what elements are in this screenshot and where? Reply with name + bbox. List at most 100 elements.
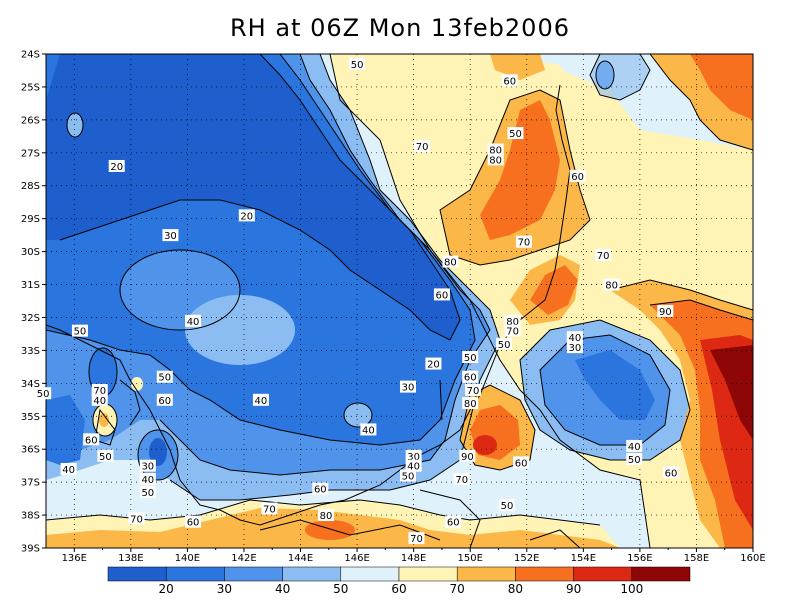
contour-label: 90 [659, 307, 672, 318]
contour-label-bg [657, 304, 674, 317]
contour-label-bg [433, 288, 450, 301]
contour-label-bg [425, 357, 442, 370]
contour-label-bg [185, 314, 202, 327]
contour-label: 60 [314, 485, 327, 496]
contour-label-bg [252, 393, 269, 406]
contour-label: 60 [464, 373, 477, 384]
contour-label: 40 [255, 396, 268, 407]
contour-label-bg [405, 459, 422, 472]
y-tick-label: 34S [21, 379, 40, 390]
contour-lines [46, 54, 753, 548]
contour-label-bg [83, 433, 100, 446]
contour-label-bg [91, 393, 108, 406]
x-tick-label: 152E [514, 553, 539, 564]
contour-label: 90 [461, 452, 474, 463]
x-tick-label: 140E [175, 553, 200, 564]
contour-label-bg [603, 278, 620, 291]
contour-label-bg [128, 512, 145, 525]
legend-swatch [631, 566, 691, 582]
contour-label-bg [238, 209, 255, 222]
y-tick-label: 33S [21, 346, 40, 357]
contour-label-bg [139, 486, 156, 499]
y-tick-label: 37S [21, 478, 40, 489]
legend-label: 80 [508, 582, 523, 596]
axis-ticks: 136E 138E 140E 142E 144E 146E 148E 150E 152E 154E… [21, 50, 766, 565]
contour-label-bg [595, 248, 612, 261]
y-tick-label: 36S [21, 445, 40, 456]
contour-label: 60 [436, 290, 449, 301]
legend-swatch [515, 566, 574, 582]
contour-label: 30 [407, 452, 420, 463]
contour-label-bg [71, 324, 88, 337]
contour-label: 80 [320, 511, 333, 522]
contour-label: 70 [467, 386, 480, 397]
contour-label: 20 [240, 211, 253, 222]
y-tick-label: 25S [21, 82, 40, 93]
y-tick-label: 35S [21, 412, 40, 423]
legend-swatch [107, 566, 167, 582]
contour-label: 50 [501, 501, 514, 512]
legend-label: 30 [217, 582, 232, 596]
contour-label-bg [462, 370, 479, 383]
contour-label: 50 [74, 327, 87, 338]
contour-label-bg [261, 502, 278, 515]
contour-label: 50 [464, 353, 477, 364]
contour-label-bg [185, 515, 202, 528]
contour-label: 50 [509, 129, 522, 140]
legend-swatch [165, 566, 225, 582]
contour-label: 70 [506, 327, 519, 338]
x-tick-label: 136E [62, 553, 87, 564]
legend-label: 60 [391, 582, 406, 596]
contour-label-bg [97, 449, 114, 462]
contour-label: 70 [410, 534, 423, 545]
contour-label: 80 [489, 146, 502, 157]
contour-label-bg [91, 383, 108, 396]
contour-label-bg [459, 449, 476, 462]
contour-label-bg [501, 74, 518, 87]
plot-frame [45, 53, 754, 549]
legend-swatch [573, 566, 633, 582]
contour-label: 20 [427, 360, 440, 371]
contour-label-bg [360, 423, 377, 436]
legend-label: 50 [333, 582, 348, 596]
y-tick-label: 32S [21, 313, 40, 324]
contour-label-bg [498, 499, 515, 512]
x-tick-label: 138E [118, 553, 143, 564]
x-tick-label: 160E [740, 553, 765, 564]
y-tick-label: 26S [21, 115, 40, 126]
contour-label-bg [462, 397, 479, 410]
contour-label: 80 [605, 281, 618, 292]
legend-swatch [456, 566, 516, 582]
contour-label: 70 [416, 142, 429, 153]
contour-label-bg [504, 314, 521, 327]
y-tick-label: 28S [21, 181, 40, 192]
contour-label-bg [662, 466, 679, 479]
contour-label-bg [566, 331, 583, 344]
x-tick-label: 154E [571, 553, 596, 564]
contour-label-bg [504, 324, 521, 337]
legend-label: 20 [159, 582, 174, 596]
x-tick-label: 156E [627, 553, 652, 564]
x-tick-label: 142E [231, 553, 256, 564]
contour-label: 80 [489, 155, 502, 166]
contour-label-bg [462, 350, 479, 363]
contour-label-bg [515, 235, 532, 248]
y-tick-label: 24S [21, 50, 40, 61]
contour-label-bg [496, 337, 513, 350]
contour-label-bg [453, 472, 470, 485]
contour-label-bg [405, 449, 422, 462]
contour-label-bg [35, 387, 52, 400]
contour-label: 80 [464, 399, 477, 410]
contour-label-bg [566, 341, 583, 354]
x-tick-label: 144E [288, 553, 313, 564]
contour-label: 80 [444, 257, 457, 268]
contour-label: 60 [447, 518, 460, 529]
contour-label: 40 [362, 425, 375, 436]
contour-label-bg [139, 472, 156, 485]
contour-label-bg [162, 229, 179, 242]
contour-label: 20 [110, 162, 123, 173]
contour-label-bg [156, 370, 173, 383]
contour-label-bg [442, 255, 459, 268]
contour-label: 40 [62, 465, 75, 476]
contour-label-bg [60, 462, 77, 475]
